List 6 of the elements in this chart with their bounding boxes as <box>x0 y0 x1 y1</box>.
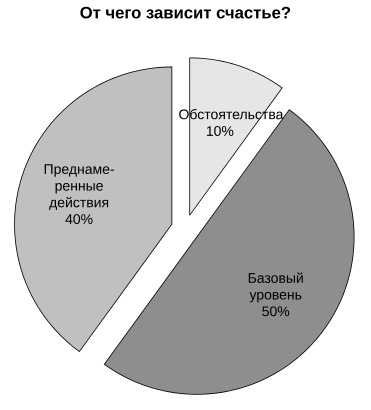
slice-label: Базовый уровень <box>248 272 303 302</box>
data-label: 40% <box>65 214 93 224</box>
data-label: 50% <box>262 306 290 316</box>
data-label: 10% <box>206 126 234 136</box>
slice-label: Преднаме-ренные действия <box>44 164 114 210</box>
chart-title: От чего зависит счастье? <box>80 6 290 19</box>
